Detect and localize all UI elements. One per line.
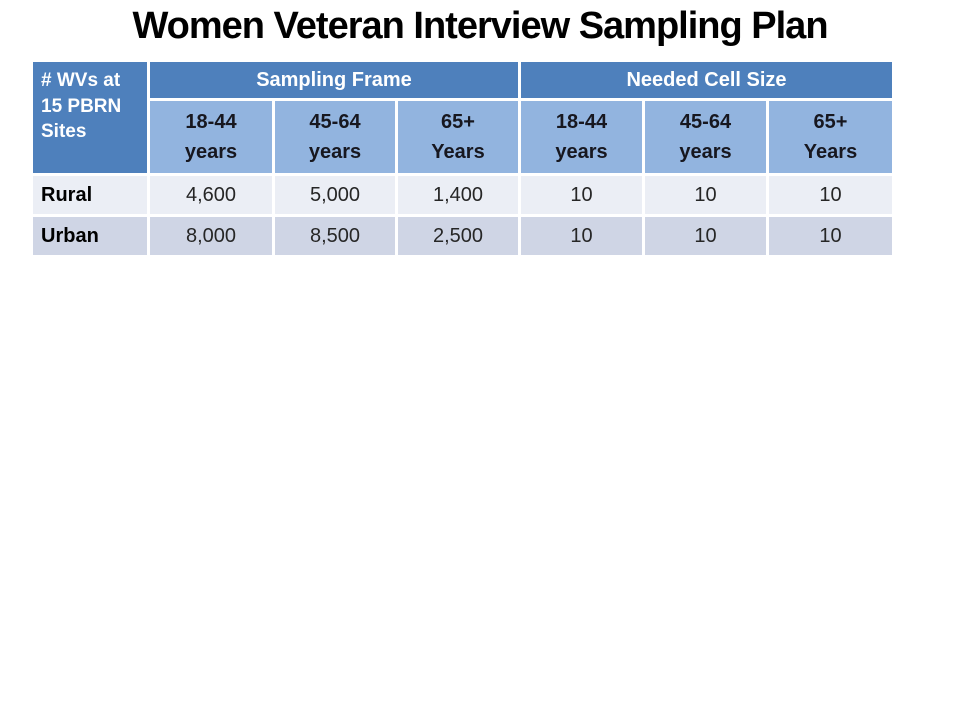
- data-cell: 8,500: [275, 217, 395, 255]
- age-header-row: 18-44 years 45-64 years 65+ Years 18-44 …: [33, 101, 892, 173]
- data-cell: 10: [521, 217, 642, 255]
- age-header-sf-65plus: 65+ Years: [398, 101, 518, 173]
- data-cell: 8,000: [150, 217, 272, 255]
- data-cell: 10: [769, 217, 892, 255]
- age-header-unit: years: [308, 141, 362, 163]
- age-header-ncs-65plus: 65+ Years: [769, 101, 892, 173]
- sampling-plan-table: # WVs at 15 PBRN Sites Sampling Frame Ne…: [30, 59, 895, 258]
- age-header-ncs-18-44: 18-44 years: [521, 101, 642, 173]
- row-label-urban: Urban: [33, 217, 147, 255]
- data-cell: 5,000: [275, 176, 395, 214]
- data-cell: 1,400: [398, 176, 518, 214]
- age-header-range: 18-44: [555, 111, 608, 133]
- data-cell: 2,500: [398, 217, 518, 255]
- data-cell: 10: [645, 217, 766, 255]
- corner-header-cell: # WVs at 15 PBRN Sites: [33, 62, 147, 173]
- group-header-needed-cell-size: Needed Cell Size: [521, 62, 892, 98]
- age-header-unit: years: [679, 141, 732, 163]
- age-header-range: 18-44: [185, 111, 237, 133]
- age-header-unit: Years: [431, 141, 485, 163]
- age-header-unit: Years: [803, 141, 858, 163]
- table-row-urban: Urban 8,000 8,500 2,500 10 10 10: [33, 217, 892, 255]
- age-header-unit: years: [555, 141, 608, 163]
- data-cell: 10: [521, 176, 642, 214]
- age-header-range: 65+: [441, 111, 475, 133]
- age-header-sf-45-64: 45-64 years: [275, 101, 395, 173]
- age-header-unit: years: [184, 141, 238, 163]
- age-header-sf-18-44: 18-44 years: [150, 101, 272, 173]
- age-header-range: 65+: [813, 111, 848, 133]
- group-header-row: # WVs at 15 PBRN Sites Sampling Frame Ne…: [33, 62, 892, 173]
- age-header-range: 45-64: [679, 111, 732, 133]
- data-cell: 10: [645, 176, 766, 214]
- table-row-rural: Rural 4,600 5,000 1,400 10 10 10: [33, 176, 892, 214]
- group-header-sampling-frame: Sampling Frame: [150, 62, 518, 98]
- row-label-rural: Rural: [33, 176, 147, 214]
- data-cell: 10: [769, 176, 892, 214]
- age-header-ncs-45-64: 45-64 years: [645, 101, 766, 173]
- slide-title: Women Veteran Interview Sampling Plan: [132, 5, 828, 47]
- age-header-range: 45-64: [309, 111, 361, 133]
- data-cell: 4,600: [150, 176, 272, 214]
